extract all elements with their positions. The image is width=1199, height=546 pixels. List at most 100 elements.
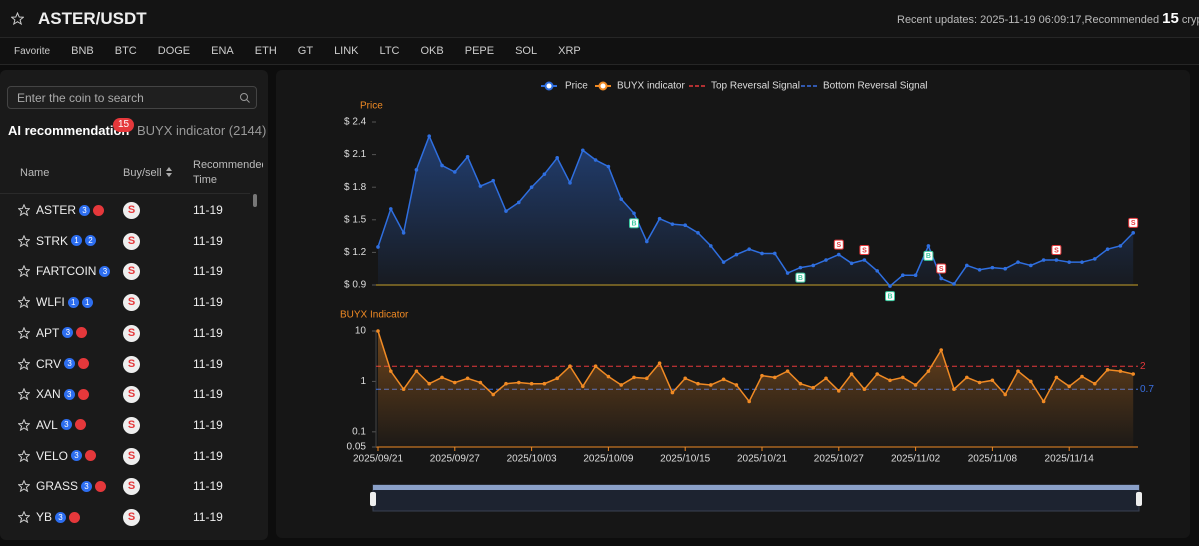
star[interactable] <box>18 480 30 492</box>
coin-row[interactable]: AVL3S11-19 <box>0 410 250 440</box>
series-point <box>824 258 828 262</box>
coin-row[interactable]: APT3S11-19 <box>0 318 250 348</box>
signal-label: S <box>862 247 867 254</box>
coin-row[interactable]: XAN3S11-19 <box>0 379 250 409</box>
series-point <box>760 252 764 256</box>
series-point <box>927 369 931 373</box>
series-point <box>991 266 995 270</box>
legend-label: Top Reversal Signal <box>711 81 800 92</box>
legend-marker <box>600 83 607 90</box>
coin-row[interactable]: CRV3S11-19 <box>0 349 250 379</box>
zoom-handle-left[interactable] <box>370 492 376 506</box>
coin-name-cell: VELO3 <box>36 449 96 463</box>
series-point <box>491 393 495 397</box>
coin-row[interactable]: WLFI11S11-19 <box>0 287 250 317</box>
coin-tab[interactable]: Favorite <box>14 46 50 57</box>
coin-tab[interactable]: XRP <box>558 45 581 57</box>
coin-tab[interactable]: BNB <box>71 45 94 57</box>
series-point <box>965 376 969 380</box>
series-point <box>773 376 777 380</box>
star[interactable] <box>18 204 30 216</box>
coin-row[interactable]: GRASS3S11-19 <box>0 471 250 501</box>
series-point <box>658 217 662 221</box>
favorite-star[interactable] <box>11 12 24 25</box>
y-tick-label: $ 0.9 <box>344 280 367 291</box>
coin-tab[interactable]: GT <box>298 45 313 57</box>
chart-panel: Price BUYX Indicator PriceBUYX indicator… <box>276 70 1190 538</box>
series-point <box>1119 369 1123 373</box>
zoom-handle-right[interactable] <box>1136 492 1142 506</box>
series-point <box>632 211 636 215</box>
hot-icon <box>76 327 87 338</box>
series-point <box>799 382 803 386</box>
series-point <box>1067 260 1071 264</box>
series-point <box>479 381 483 385</box>
series-point <box>504 382 508 386</box>
badge: 3 <box>55 512 66 523</box>
signal: S <box>123 233 140 250</box>
signal-label: B <box>631 221 636 228</box>
x-tick-label: 2025/11/14 <box>1045 454 1095 465</box>
star[interactable] <box>18 358 30 370</box>
series-point <box>1106 247 1110 251</box>
star[interactable] <box>18 265 30 277</box>
series-point <box>568 181 572 185</box>
signal-label: S <box>1054 247 1059 254</box>
coin-row[interactable]: YB3S11-19 <box>0 502 250 532</box>
series-point <box>901 376 905 380</box>
coin-tab[interactable]: SOL <box>515 45 537 57</box>
series-point <box>568 364 572 368</box>
scrollbar[interactable] <box>253 194 257 207</box>
tab-buyx[interactable]: BUYX indicator (2144) <box>137 123 266 138</box>
coin-name-cell: AVL3 <box>36 418 86 432</box>
star[interactable] <box>18 388 30 400</box>
coin-tab[interactable]: LTC <box>380 45 400 57</box>
series-point <box>440 376 444 380</box>
coin-tabs: Favorite BNB BTC DOGE ENA ETH GT LINK LTC OKB PEPE… <box>0 38 1199 65</box>
col-signal[interactable]: Buy/sell <box>123 166 162 181</box>
coin-tab[interactable]: PEPE <box>465 45 494 57</box>
tab-ai[interactable]: AI recommendation <box>8 123 129 138</box>
coin-tab[interactable]: ETH <box>255 45 277 57</box>
y-tick-label: $ 2.1 <box>344 149 367 160</box>
col-time: Recommended Time <box>193 158 263 190</box>
series-point <box>517 201 521 205</box>
coin-tab[interactable]: BTC <box>115 45 137 57</box>
coin-row[interactable]: FARTCOIN3S11-19 <box>0 256 250 286</box>
signal-label: S <box>1131 220 1136 227</box>
series-point <box>619 383 623 387</box>
coin-tab[interactable]: OKB <box>421 45 444 57</box>
star[interactable] <box>18 296 30 308</box>
star[interactable] <box>18 327 30 339</box>
coin-tab[interactable]: LINK <box>334 45 358 57</box>
sort-icon[interactable] <box>166 167 172 177</box>
zoom-range[interactable] <box>373 485 1139 490</box>
coin-row[interactable]: ASTER3S11-19 <box>0 195 250 225</box>
coin-row[interactable]: STRK12S11-19 <box>0 226 250 256</box>
star[interactable] <box>18 235 30 247</box>
series-point <box>863 387 867 391</box>
coin-name-cell: XAN3 <box>36 387 89 401</box>
series-point <box>1119 244 1123 248</box>
star[interactable] <box>18 450 30 462</box>
star[interactable] <box>18 511 30 523</box>
search-input[interactable]: Enter the coin to search <box>7 86 257 109</box>
series-point <box>786 271 790 275</box>
time: 11-19 <box>193 357 223 371</box>
series-point <box>952 282 956 286</box>
legend-label: BUYX indicator <box>617 81 685 92</box>
search-icon <box>239 92 251 104</box>
badge: 3 <box>64 389 75 400</box>
series-point <box>939 348 943 352</box>
signal: S <box>123 263 140 280</box>
series-point <box>722 378 726 382</box>
coin-row[interactable]: VELO3S11-19 <box>0 441 250 471</box>
y-tick-label: $ 1.5 <box>344 214 367 225</box>
signal: S <box>123 386 140 403</box>
star[interactable] <box>18 419 30 431</box>
series-point <box>735 383 739 387</box>
coin-tab[interactable]: DOGE <box>158 45 190 57</box>
coin-tab[interactable]: ENA <box>211 45 234 57</box>
x-tick-label: 2025/10/09 <box>583 454 633 465</box>
series-point <box>914 383 918 387</box>
